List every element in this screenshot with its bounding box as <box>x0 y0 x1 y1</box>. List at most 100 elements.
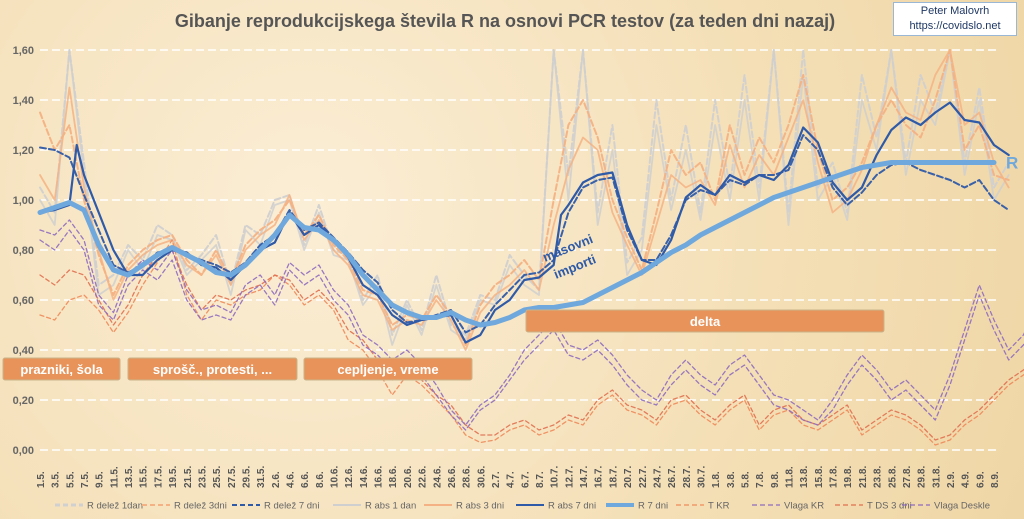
x-tick-label: 24.7. <box>652 466 663 488</box>
chart-title: Gibanje reprodukcijskega števila R na os… <box>175 11 835 31</box>
series-line-r-7-dni <box>37 160 997 328</box>
x-tick-label: 22.6. <box>418 466 429 488</box>
y-tick-label: 0,40 <box>13 345 34 357</box>
x-tick-label: 23.5. <box>197 466 208 488</box>
series-line-t-ds-3-dni <box>39 249 1024 441</box>
x-tick-label: 11.5. <box>109 466 120 488</box>
x-tick-label: 24.6. <box>432 466 443 488</box>
x-tick-label: 2.9. <box>946 471 957 488</box>
x-tick-label: 8.7. <box>535 471 546 488</box>
x-tick-label: 26.7. <box>667 466 678 488</box>
x-tick-label: 9.8. <box>770 471 781 488</box>
y-tick-label: 1,00 <box>13 195 34 207</box>
x-tick-label: 29.5. <box>241 466 252 488</box>
y-tick-label: 1,60 <box>13 45 34 57</box>
x-tick-label: 20.6. <box>403 466 414 488</box>
x-tick-label: 5.8. <box>740 471 751 488</box>
x-tick-label: 4.6. <box>286 471 297 488</box>
legend-label: T KR <box>708 501 730 512</box>
x-tick-label: 29.8. <box>917 466 928 488</box>
y-tick-label: 1,40 <box>13 95 34 107</box>
x-tick-label: 13.5. <box>124 466 135 488</box>
x-tick-label: 7.8. <box>755 471 766 488</box>
x-tick-label: 21.5. <box>183 466 194 488</box>
y-tick-label: 1,20 <box>13 145 34 157</box>
period-box <box>525 309 885 333</box>
period-box <box>127 357 298 381</box>
x-tick-label: 15.8. <box>814 466 825 488</box>
credit-url: https://covidslo.net <box>909 20 1001 32</box>
x-tick-label: 6.9. <box>975 471 986 488</box>
grid-lines <box>40 49 1000 451</box>
x-tick-label: 4.7. <box>506 471 517 488</box>
x-tick-label: 16.6. <box>374 466 385 488</box>
legend: R delež 1dan R delež 3dni R delež 7 dni R a… <box>55 501 990 512</box>
x-tick-label: 18.6. <box>388 466 399 488</box>
x-tick-label: 30.6. <box>476 466 487 488</box>
legend-label: R abs 7 dni <box>548 501 596 512</box>
x-tick-label: 1.8. <box>711 471 722 488</box>
period-label: delta <box>690 314 721 329</box>
credit-box: Peter Malovrh https://covidslo.net <box>893 2 1017 36</box>
x-tick-label: 19.5. <box>168 466 179 488</box>
x-tick-label: 10.6. <box>330 466 341 488</box>
x-tick-label: 6.6. <box>300 471 311 488</box>
legend-label: R delež 1dan <box>87 501 143 512</box>
x-tick-label: 31.5. <box>256 466 267 488</box>
x-tick-label: 8.6. <box>315 471 326 488</box>
legend-label: R 7 dni <box>638 501 668 512</box>
legend-label: T DS 3 dni <box>867 501 912 512</box>
x-tick-label: 12.7. <box>564 466 575 488</box>
x-tick-label: 2.7. <box>491 471 502 488</box>
y-tick-label: 0,80 <box>13 245 34 257</box>
x-tick-label: 3.5. <box>51 471 62 488</box>
x-tick-label: 7.5. <box>80 471 91 488</box>
x-tick-label: 3.8. <box>726 471 737 488</box>
x-tick-label: 30.7. <box>696 466 707 488</box>
period-box <box>303 357 473 381</box>
x-tick-label: 14.7. <box>579 466 590 488</box>
x-tick-label: 6.7. <box>520 471 531 488</box>
x-tick-label: 28.7. <box>682 466 693 488</box>
series-line-r-dele-1dan <box>39 49 1010 336</box>
x-tick-label: 31.8. <box>931 466 942 488</box>
legend-label: Vlaga KR <box>784 501 824 512</box>
x-tick-label: 25.8. <box>887 466 898 488</box>
x-tick-label: 17.8. <box>829 466 840 488</box>
x-tick-label: 11.8. <box>785 466 796 488</box>
period-box <box>2 357 121 381</box>
period-label: cepljenje, vreme <box>337 362 438 377</box>
x-tick-label: 2.6. <box>271 471 282 488</box>
x-tick-label: 19.8. <box>843 466 854 488</box>
x-tick-label: 18.7. <box>608 466 619 488</box>
x-tick-label: 4.9. <box>961 471 972 488</box>
x-tick-label: 14.6. <box>359 466 370 488</box>
y-tick-label: 0,00 <box>13 445 34 457</box>
legend-label: R delež 7 dni <box>264 501 319 512</box>
series-layer: R <box>37 49 1024 446</box>
y-tick-label: 0,20 <box>13 395 34 407</box>
x-tick-label: 13.8. <box>799 466 810 488</box>
legend-label: Vlaga Deskle <box>934 501 990 512</box>
x-tick-label: 8.9. <box>990 471 1001 488</box>
x-tick-label: 15.5. <box>139 466 150 488</box>
x-tick-label: 26.6. <box>447 466 458 488</box>
legend-label: R abs 1 dan <box>365 501 416 512</box>
y-tick-label: 0,60 <box>13 295 34 307</box>
x-tick-label: 10.7. <box>550 466 561 488</box>
x-tick-label: 9.5. <box>95 471 106 488</box>
legend-label: R delež 3dni <box>174 501 227 512</box>
x-tick-label: 25.5. <box>212 466 223 488</box>
annotations: prazniki, šola sprošč., protesti, ... cepl… <box>2 231 885 381</box>
x-tick-label: 27.5. <box>227 466 238 488</box>
x-tick-label: 22.7. <box>638 466 649 488</box>
period-label: sprošč., protesti, ... <box>153 362 272 377</box>
legend-label: R abs 3 dni <box>456 501 504 512</box>
series-end-label: R <box>1006 154 1018 173</box>
x-tick-label: 17.5. <box>153 466 164 488</box>
series-line-vlaga-deskle <box>39 229 1024 431</box>
x-tick-label: 21.8. <box>858 466 869 488</box>
x-tick-label: 28.6. <box>462 466 473 488</box>
y-axis-ticks: 0,00 0,20 0,40 0,60 0,80 1,00 1,20 1,40 1,60 <box>13 45 34 457</box>
